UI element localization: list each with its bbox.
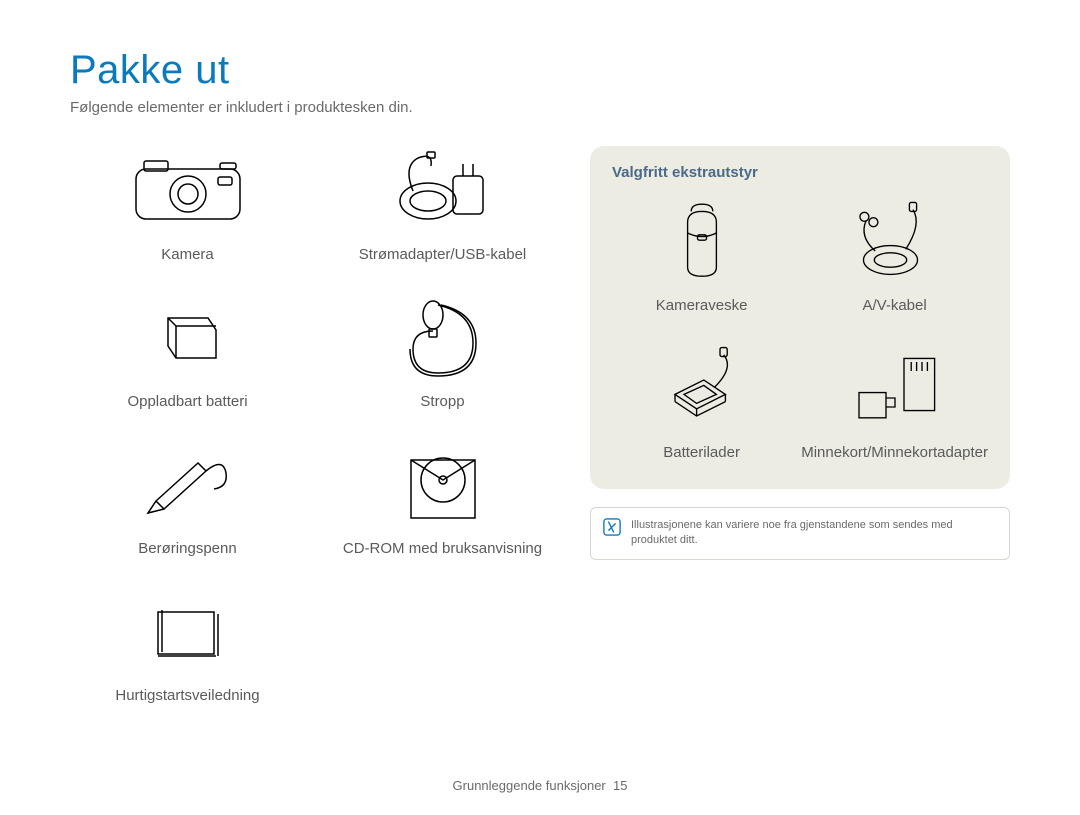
note-info-icon <box>603 518 621 536</box>
quickstart-icon <box>128 587 248 677</box>
footer-section: Grunnleggende funksjoner <box>453 778 606 793</box>
item-strap: Stropp <box>325 293 560 410</box>
opt-item-charger: Batterilader <box>612 344 791 461</box>
cdrom-icon <box>383 440 503 530</box>
page-title: Pakke ut <box>70 48 1010 93</box>
item-camera: Kamera <box>70 146 305 263</box>
item-label: Kamera <box>161 246 214 263</box>
page-subtitle: Følgende elementer er inkludert i produk… <box>70 99 1010 116</box>
stylus-icon <box>128 440 248 530</box>
item-cdrom: CD-ROM med bruksanvisning <box>325 440 560 557</box>
item-label: A/V-kabel <box>863 297 927 314</box>
item-quickstart: Hurtigstartsveiledning <box>70 587 305 704</box>
item-battery: Oppladbart batteri <box>70 293 305 410</box>
item-label: CD-ROM med bruksanvisning <box>343 540 542 557</box>
camera-case-icon <box>642 197 762 287</box>
item-label: Strømadapter/USB-kabel <box>359 246 527 263</box>
item-label: Kameraveske <box>656 297 748 314</box>
av-cable-icon <box>835 197 955 287</box>
item-label: Batterilader <box>663 444 740 461</box>
opt-item-avcable: A/V-kabel <box>801 197 988 314</box>
page-footer: Grunnleggende funksjoner 15 <box>0 778 1080 793</box>
item-label: Oppladbart batteri <box>127 393 247 410</box>
item-label: Hurtigstartsveiledning <box>115 687 259 704</box>
note-box: Illustrasjonene kan variere noe fra gjen… <box>590 507 1010 560</box>
optional-accessories-box: Valgfritt ekstrautstyr Kameraveske <box>590 146 1010 489</box>
note-text: Illustrasjonene kan variere noe fra gjen… <box>631 518 997 549</box>
item-label: Berøringspenn <box>138 540 236 557</box>
optional-heading: Valgfritt ekstrautstyr <box>612 164 988 181</box>
memory-card-icon <box>835 344 955 434</box>
charger-icon <box>642 344 762 434</box>
opt-item-case: Kameraveske <box>612 197 791 314</box>
strap-icon <box>383 293 503 383</box>
opt-item-memorycard: Minnekort/Minnekortadapter <box>801 344 988 461</box>
item-label: Stropp <box>420 393 464 410</box>
footer-page-number: 15 <box>613 778 627 793</box>
camera-icon <box>128 146 248 236</box>
item-adapter: Strømadapter/USB-kabel <box>325 146 560 263</box>
adapter-icon <box>383 146 503 236</box>
battery-icon <box>128 293 248 383</box>
included-items-grid: Kamera Strømadapter/USB-kabel <box>70 146 560 704</box>
item-label: Minnekort/Minnekortadapter <box>801 444 988 461</box>
item-stylus: Berøringspenn <box>70 440 305 557</box>
